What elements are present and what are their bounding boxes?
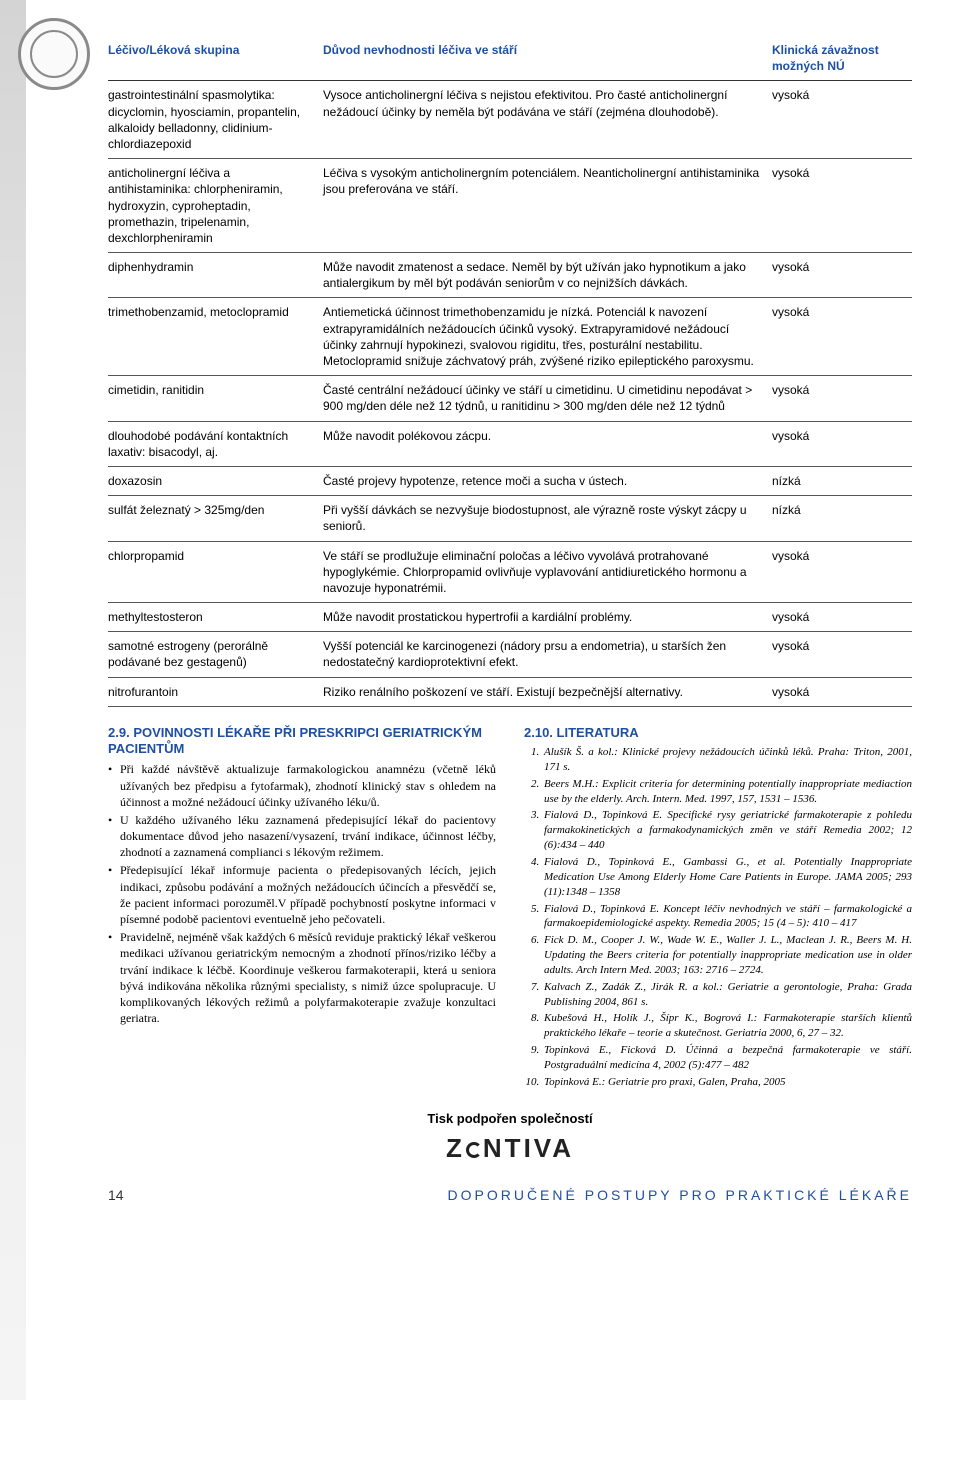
table-header-row: Léčivo/Léková skupina Důvod nevhodnosti … xyxy=(108,36,912,81)
cell-reason: Může navodit zmatenost a sedace. Neměl b… xyxy=(323,253,772,298)
page-footer: 14 DOPORUČENÉ POSTUPY PRO PRAKTICKÉ LÉKA… xyxy=(108,1186,912,1205)
reference-item: Alušík Š. a kol.: Klinické projevy nežád… xyxy=(542,745,912,775)
col-drug: Léčivo/Léková skupina xyxy=(108,36,323,81)
cell-reason: Při vyšší dávkách se nezvyšuje biodostup… xyxy=(323,496,772,541)
section-210-heading: 2.10. LITERATURA xyxy=(524,725,912,741)
cell-reason: Riziko renálního poškození ve stáří. Exi… xyxy=(323,677,772,706)
table-row: diphenhydraminMůže navodit zmatenost a s… xyxy=(108,253,912,298)
cell-drug: trimethobenzamid, metoclopramid xyxy=(108,298,323,376)
cell-severity: vysoká xyxy=(772,541,912,603)
page-number: 14 xyxy=(108,1186,138,1205)
cell-severity: vysoká xyxy=(772,677,912,706)
cell-drug: anticholinergní léčiva a antihistaminika… xyxy=(108,159,323,253)
cell-severity: vysoká xyxy=(772,421,912,466)
table-row: dlouhodobé podávání kontaktních laxativ:… xyxy=(108,421,912,466)
cell-severity: nízká xyxy=(772,466,912,495)
reference-item: Fick D. M., Cooper J. W., Wade W. E., Wa… xyxy=(542,933,912,978)
sponsor-block: Tisk podpořen společností ZNTIVA xyxy=(108,1110,912,1167)
table-row: anticholinergní léčiva a antihistaminika… xyxy=(108,159,912,253)
drug-table: Léčivo/Léková skupina Důvod nevhodnosti … xyxy=(108,36,912,707)
duties-list: Při každé návštěvě aktualizuje farmakolo… xyxy=(108,761,496,1026)
section-number: 2.9. xyxy=(108,725,130,740)
cell-severity: vysoká xyxy=(772,376,912,421)
cell-reason: Vyšší potenciál ke karcinogenezi (nádory… xyxy=(323,632,772,677)
cell-reason: Léčiva s vysokým anticholinergním potenc… xyxy=(323,159,772,253)
cell-drug: diphenhydramin xyxy=(108,253,323,298)
cell-reason: Antiemetická účinnost trimethobenzamidu … xyxy=(323,298,772,376)
col-severity: Klinická závažnost možných NÚ xyxy=(772,36,912,81)
brand-ring-icon xyxy=(466,1142,482,1158)
cell-drug: doxazosin xyxy=(108,466,323,495)
list-item: Předepisující lékař informuje pacienta o… xyxy=(108,862,496,927)
sponsor-line: Tisk podpořen společností xyxy=(108,1110,912,1128)
cell-severity: vysoká xyxy=(772,159,912,253)
reference-item: Topinková E.: Geriatrie pro praxi, Galen… xyxy=(542,1075,912,1090)
cell-severity: vysoká xyxy=(772,632,912,677)
cell-reason: Může navodit prostatickou hypertrofii a … xyxy=(323,603,772,632)
section-29-heading: 2.9. POVINNOSTI LÉKAŘE PŘI PRESKRIPCI GE… xyxy=(108,725,496,758)
cell-reason: Časté centrální nežádoucí účinky ve stář… xyxy=(323,376,772,421)
cell-drug: methyltestosteron xyxy=(108,603,323,632)
cell-reason: Vysoce anticholinergní léčiva s nejistou… xyxy=(323,81,772,159)
reference-item: Beers M.H.: Explicit criteria for determ… xyxy=(542,777,912,807)
table-row: trimethobenzamid, metoclopramidAntiemeti… xyxy=(108,298,912,376)
reference-item: Topinková E., Ficková D. Účinná a bezpeč… xyxy=(542,1043,912,1073)
cell-severity: vysoká xyxy=(772,603,912,632)
list-item: U každého užívaného léku zaznamená přede… xyxy=(108,812,496,861)
list-item: Pravidelně, nejméně však každých 6 měsíc… xyxy=(108,929,496,1026)
cell-drug: nitrofurantoin xyxy=(108,677,323,706)
cell-drug: dlouhodobé podávání kontaktních laxativ:… xyxy=(108,421,323,466)
cell-severity: vysoká xyxy=(772,81,912,159)
cell-severity: vysoká xyxy=(772,298,912,376)
reference-item: Kubešová H., Holík J., Šípr K., Bogrová … xyxy=(542,1011,912,1041)
reference-item: Fialová D., Topinková E. Specifické rysy… xyxy=(542,808,912,853)
cell-reason: Může navodit polékovou zácpu. xyxy=(323,421,772,466)
table-row: cimetidin, ranitidinČasté centrální nežá… xyxy=(108,376,912,421)
table-row: chlorpropamidVe stáří se prodlužuje elim… xyxy=(108,541,912,603)
society-seal-icon xyxy=(18,18,90,90)
cell-drug: chlorpropamid xyxy=(108,541,323,603)
list-item: Při každé návštěvě aktualizuje farmakolo… xyxy=(108,761,496,810)
table-row: methyltestosteronMůže navodit prostatick… xyxy=(108,603,912,632)
left-decorative-band xyxy=(0,0,26,1400)
right-column: 2.10. LITERATURA Alušík Š. a kol.: Klini… xyxy=(524,725,912,1092)
cell-drug: samotné estrogeny (perorálně podávané be… xyxy=(108,632,323,677)
section-title: POVINNOSTI LÉKAŘE PŘI PRESKRIPCI GERIATR… xyxy=(108,725,482,756)
table-row: nitrofurantoinRiziko renálního poškození… xyxy=(108,677,912,706)
left-column: 2.9. POVINNOSTI LÉKAŘE PŘI PRESKRIPCI GE… xyxy=(108,725,496,1092)
section-number: 2.10. xyxy=(524,725,553,740)
page-content: Léčivo/Léková skupina Důvod nevhodnosti … xyxy=(108,0,912,1205)
cell-severity: nízká xyxy=(772,496,912,541)
table-row: sulfát železnatý > 325mg/denPři vyšší dá… xyxy=(108,496,912,541)
reference-item: Fialová D., Topinková E. Koncept léčiv n… xyxy=(542,902,912,932)
sponsor-brand: ZNTIVA xyxy=(108,1131,912,1166)
section-title: LITERATURA xyxy=(557,725,639,740)
footer-title: DOPORUČENÉ POSTUPY PRO PRAKTICKÉ LÉKAŘE xyxy=(138,1186,912,1205)
table-row: doxazosinČasté projevy hypotenze, retenc… xyxy=(108,466,912,495)
cell-severity: vysoká xyxy=(772,253,912,298)
table-row: gastrointestinální spasmolytika: dicyclo… xyxy=(108,81,912,159)
cell-reason: Časté projevy hypotenze, retence moči a … xyxy=(323,466,772,495)
reference-item: Kalvach Z., Zadák Z., Jirák R. a kol.: G… xyxy=(542,980,912,1010)
cell-drug: sulfát železnatý > 325mg/den xyxy=(108,496,323,541)
col-reason: Důvod nevhodnosti léčiva ve stáří xyxy=(323,36,772,81)
references-list: Alušík Š. a kol.: Klinické projevy nežád… xyxy=(524,745,912,1090)
table-row: samotné estrogeny (perorálně podávané be… xyxy=(108,632,912,677)
cell-drug: gastrointestinální spasmolytika: dicyclo… xyxy=(108,81,323,159)
cell-reason: Ve stáří se prodlužuje eliminační poloča… xyxy=(323,541,772,603)
cell-drug: cimetidin, ranitidin xyxy=(108,376,323,421)
reference-item: Fialová D., Topinková E., Gambassi G., e… xyxy=(542,855,912,900)
